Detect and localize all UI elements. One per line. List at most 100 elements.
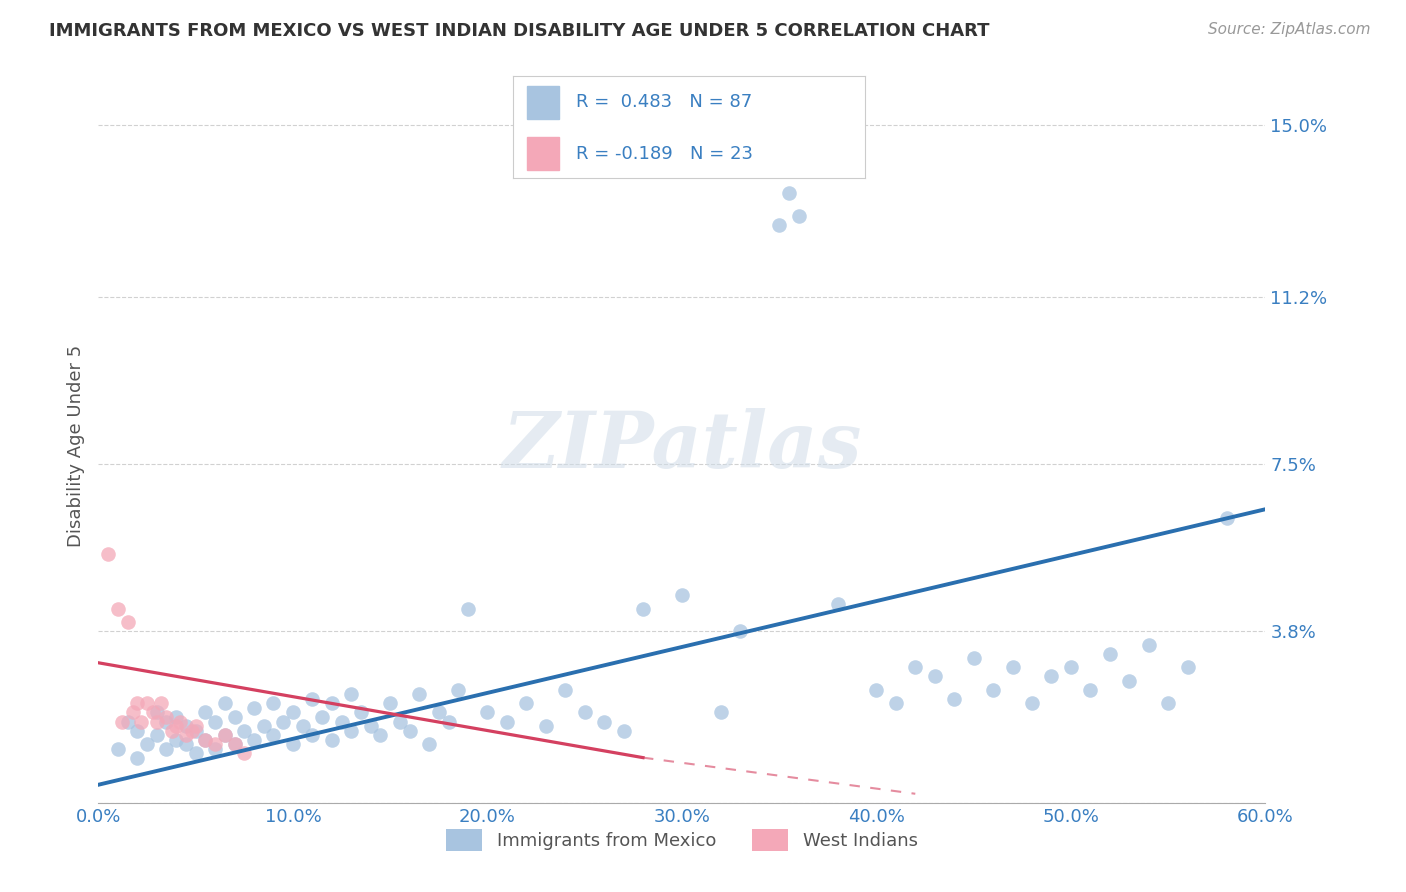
Text: R =  0.483   N = 87: R = 0.483 N = 87: [576, 94, 752, 112]
Point: [243, 701, 266, 715]
Point: [593, 714, 616, 729]
Point: [924, 669, 946, 683]
Point: [710, 706, 733, 720]
Y-axis label: Disability Age Under 5: Disability Age Under 5: [66, 345, 84, 547]
Point: [262, 728, 284, 742]
Point: [155, 714, 177, 729]
Point: [122, 706, 145, 720]
Point: [142, 706, 165, 720]
Point: [214, 697, 236, 711]
Point: [162, 723, 184, 738]
Point: [184, 719, 207, 733]
Point: [107, 741, 129, 756]
Point: [1021, 697, 1043, 711]
Point: [613, 723, 636, 738]
Point: [1118, 673, 1140, 688]
Point: [418, 737, 440, 751]
Point: [127, 697, 149, 711]
Point: [380, 697, 402, 711]
Point: [787, 209, 810, 223]
Point: [146, 706, 169, 720]
Point: [1060, 660, 1083, 674]
Point: [146, 714, 169, 729]
Point: [204, 714, 226, 729]
Point: [204, 741, 226, 756]
Point: [447, 682, 470, 697]
Point: [155, 710, 177, 724]
Point: [1080, 682, 1102, 697]
Point: [321, 697, 343, 711]
Point: [865, 682, 887, 697]
Point: [388, 714, 411, 729]
Point: [534, 719, 557, 733]
Point: [301, 692, 323, 706]
Point: [301, 728, 323, 742]
Point: [97, 548, 120, 562]
Point: [149, 697, 172, 711]
Point: [233, 723, 256, 738]
Point: [330, 714, 353, 729]
Point: [1157, 697, 1180, 711]
Point: [233, 746, 256, 760]
Point: [127, 750, 149, 764]
Point: [165, 732, 187, 747]
Point: [311, 710, 333, 724]
Point: [224, 737, 246, 751]
Point: [943, 692, 966, 706]
Point: [427, 706, 450, 720]
Point: [671, 588, 693, 602]
Point: [574, 706, 596, 720]
Point: [768, 218, 790, 232]
Point: [129, 714, 152, 729]
Point: [515, 697, 537, 711]
Point: [111, 714, 134, 729]
Point: [117, 615, 139, 629]
Point: [184, 746, 207, 760]
Point: [778, 186, 800, 200]
Point: [477, 706, 499, 720]
Point: [350, 706, 373, 720]
Point: [214, 728, 236, 742]
Point: [180, 723, 202, 738]
Text: R = -0.189   N = 23: R = -0.189 N = 23: [576, 145, 754, 162]
Point: [169, 714, 191, 729]
Point: [253, 719, 276, 733]
Point: [291, 719, 314, 733]
Point: [884, 697, 907, 711]
Point: [117, 714, 139, 729]
Point: [146, 728, 169, 742]
Point: [281, 737, 304, 751]
Point: [1137, 638, 1160, 652]
Point: [224, 737, 246, 751]
Point: [457, 601, 479, 615]
Point: [174, 728, 197, 742]
Point: [155, 741, 177, 756]
Point: [262, 697, 284, 711]
Text: Source: ZipAtlas.com: Source: ZipAtlas.com: [1208, 22, 1371, 37]
Bar: [527, 137, 558, 170]
Point: [554, 682, 576, 697]
Point: [107, 601, 129, 615]
Point: [496, 714, 519, 729]
Point: [1040, 669, 1063, 683]
Point: [631, 601, 654, 615]
Point: [1098, 647, 1121, 661]
Point: [1215, 511, 1237, 525]
Point: [1177, 660, 1199, 674]
Bar: [527, 87, 558, 119]
Point: [174, 719, 197, 733]
Point: [360, 719, 382, 733]
Point: [174, 737, 197, 751]
Point: [204, 737, 226, 751]
Point: [194, 706, 217, 720]
Point: [281, 706, 304, 720]
Point: [136, 697, 159, 711]
Point: [1001, 660, 1024, 674]
Point: [730, 624, 752, 639]
Point: [165, 710, 187, 724]
Point: [194, 732, 217, 747]
Point: [165, 719, 187, 733]
Point: [127, 723, 149, 738]
Point: [408, 687, 430, 701]
Point: [981, 682, 1004, 697]
